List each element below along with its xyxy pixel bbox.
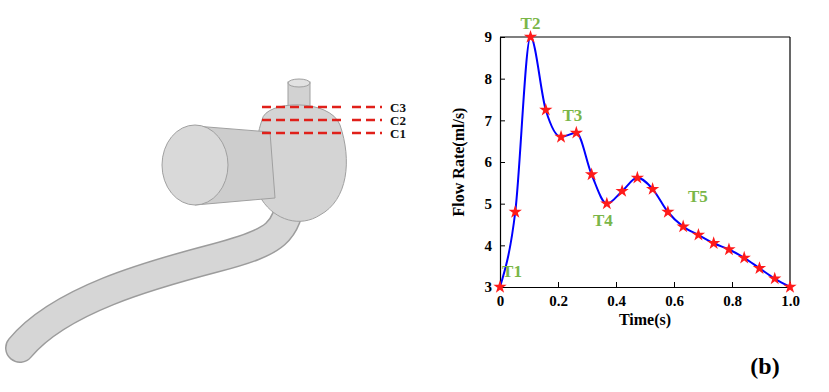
tick-label: 0.4: [607, 293, 626, 309]
tick: 8: [485, 71, 506, 87]
tick: 5: [485, 196, 506, 212]
marker: [738, 251, 751, 264]
tick-mark: [500, 204, 505, 205]
annotation: T2: [521, 14, 541, 33]
frame-top: [500, 36, 790, 37]
marker: [692, 228, 705, 241]
annotation: T1: [502, 262, 522, 281]
tick-label: 0: [497, 293, 505, 309]
x-axis-title: Time(s): [619, 311, 671, 329]
marker: [753, 261, 766, 274]
tick-label: 0.6: [665, 293, 684, 309]
plot-area: [493, 30, 796, 293]
x-axis: 0 0.2 0.4 0.6 0.8 1.0: [497, 282, 800, 309]
tick: 0.4: [607, 282, 626, 309]
marker: [722, 243, 735, 256]
section-label: C1: [390, 126, 406, 141]
section-line: [352, 119, 382, 122]
tick-label: 7: [485, 113, 493, 129]
marker: [600, 197, 613, 210]
marker: [707, 236, 720, 249]
marker: [585, 168, 598, 181]
tick: 0.2: [549, 282, 568, 309]
section-line: [262, 132, 346, 135]
tick-mark: [500, 245, 505, 246]
tick-mark: [674, 282, 675, 287]
vessel-outline: [20, 195, 292, 348]
tick-mark: [732, 282, 733, 287]
series-line: [500, 37, 790, 287]
annotation: T4: [593, 211, 613, 230]
section-line: [262, 106, 346, 109]
tick: 0.6: [665, 282, 684, 309]
tick-label: 6: [485, 154, 493, 170]
section-line: [352, 132, 382, 135]
tick-label: 0.2: [549, 293, 568, 309]
tick: 4: [485, 238, 506, 254]
marker: [768, 272, 781, 285]
tick: 7: [485, 113, 506, 129]
tick-mark: [500, 120, 505, 121]
tick: 6: [485, 154, 506, 170]
section-line: [262, 119, 346, 122]
vessel-tube: [20, 195, 292, 348]
marker: [783, 280, 796, 293]
section-line: [352, 106, 382, 109]
tick-mark: [558, 282, 559, 287]
tick-label: 3: [485, 279, 493, 295]
marker: [570, 126, 583, 139]
marker: [661, 205, 674, 218]
vessel-inlet-face: [162, 125, 228, 205]
figure: C3C2C100.20.40.60.81.03456789T1T2T3T4T5T…: [0, 0, 829, 392]
tick-label: 8: [485, 71, 493, 87]
tick-label: 0.8: [723, 293, 742, 309]
axis-line: [501, 287, 791, 288]
vessel: [20, 79, 346, 348]
marker: [554, 130, 567, 143]
tick-label: 5: [485, 196, 493, 212]
marker: [677, 220, 690, 233]
marker: [631, 171, 644, 184]
tick-label: 4: [485, 238, 493, 254]
tick-label: 9: [485, 29, 493, 45]
tick-mark: [500, 162, 505, 163]
y-axis: 3 4 5 6 7 8 9: [485, 29, 506, 295]
frame-right: [789, 37, 790, 287]
tick-mark: [616, 282, 617, 287]
marker: [509, 205, 522, 218]
tick-mark: [500, 79, 505, 80]
y-axis-title: Flow Rate(ml/s): [450, 108, 468, 217]
marker: [539, 103, 552, 116]
tick-label: 1.0: [781, 293, 800, 309]
vessel-top-cap: [288, 79, 310, 87]
annotation: T3: [562, 106, 582, 125]
marker: [646, 182, 659, 195]
tick: 0.8: [723, 282, 742, 309]
panel-label: (b): [750, 353, 779, 379]
marker: [493, 280, 506, 293]
marker: [615, 184, 628, 197]
annotation: T5: [688, 187, 708, 206]
